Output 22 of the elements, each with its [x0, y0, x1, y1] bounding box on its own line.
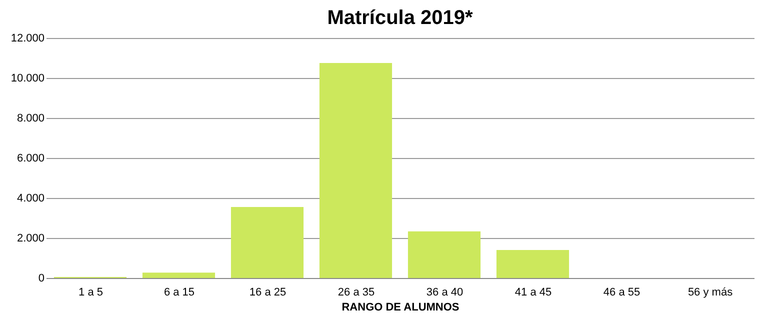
x-tick-label: 36 a 40 — [426, 286, 464, 298]
y-tick-label: 6.000 — [16, 152, 44, 164]
y-tick-label: 12.000 — [10, 32, 44, 44]
bar — [142, 272, 216, 278]
x-tick-label: 1 a 5 — [78, 286, 103, 298]
y-tick-label: 2.000 — [16, 232, 44, 244]
x-tick-label: 56 y más — [688, 286, 734, 298]
chart-title: Matrícula 2019* — [327, 7, 474, 29]
x-tick-label: 41 a 45 — [514, 286, 552, 298]
x-tick-label: 6 a 15 — [164, 286, 195, 298]
y-tick-label: 0 — [38, 272, 44, 284]
bar — [496, 250, 570, 278]
y-tick-label: 4.000 — [16, 192, 44, 204]
bar — [230, 207, 304, 278]
x-tick-label: 46 a 55 — [603, 286, 640, 298]
x-tick-label: 16 a 25 — [249, 286, 286, 298]
y-tick-label: 8.000 — [16, 112, 44, 124]
bar — [319, 63, 392, 278]
bar — [408, 231, 481, 278]
x-tick-label: 26 a 35 — [338, 286, 375, 298]
y-tick-label: 10.000 — [10, 72, 44, 84]
x-axis-title: RANGO DE ALUMNOS — [342, 302, 460, 314]
